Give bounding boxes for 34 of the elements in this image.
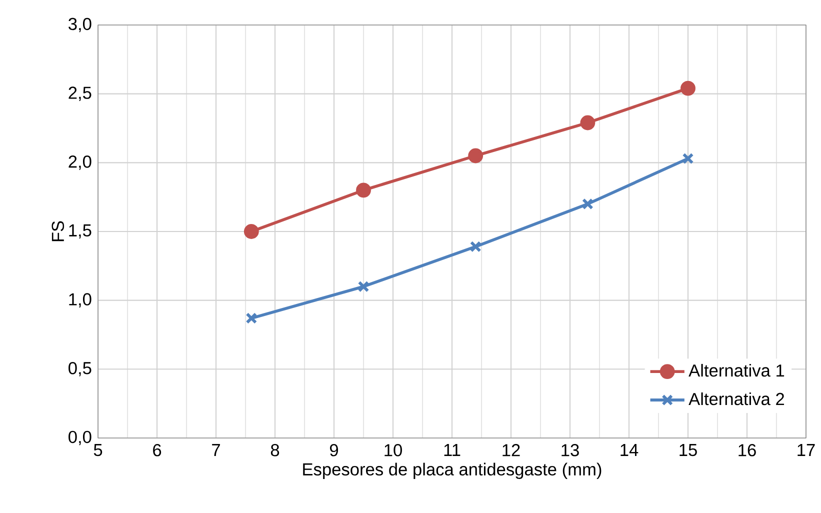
point [244,224,259,239]
point [470,240,482,252]
y-tick-label: 1,0 [69,293,92,308]
x-tick-label: 16 [738,444,756,456]
point [356,182,371,198]
x-tick-label: 11 [444,444,460,456]
y-tick-label: 0,5 [68,362,92,376]
x-tick-label: 12 [502,444,520,456]
x-tick-label: 8 [270,444,280,456]
x-tick-label: 6 [153,444,162,456]
point [468,148,484,164]
x-tick-label: 5 [94,444,102,456]
x-tick-label: 13 [562,444,579,456]
y-tick-label: 3,0 [68,18,92,32]
point [246,312,258,324]
x-tick-label: 10 [384,444,402,456]
x-tick-label: 9 [330,444,338,456]
y-tick-label: 2,0 [68,155,92,170]
legend-label: Alternativa 1 [688,364,784,377]
point [582,198,594,210]
x-tick-label: 15 [680,444,697,456]
y-tick-label: 0,0 [68,430,92,446]
x-tick-label: 17 [798,444,815,456]
y-axis-title: FS [52,221,64,242]
point [580,115,596,130]
x-axis-title: Espesores de placa antidesgaste (mm) [303,462,602,479]
point [682,152,694,164]
y-tick-label: 1,5 [69,224,92,239]
x-tick-label: 7 [212,444,220,456]
y-tick-label: 2,5 [68,86,92,101]
x-tick-label: 14 [620,444,638,456]
legend-label: Alternativa 2 [688,392,784,406]
point [358,280,370,292]
point [680,80,696,96]
